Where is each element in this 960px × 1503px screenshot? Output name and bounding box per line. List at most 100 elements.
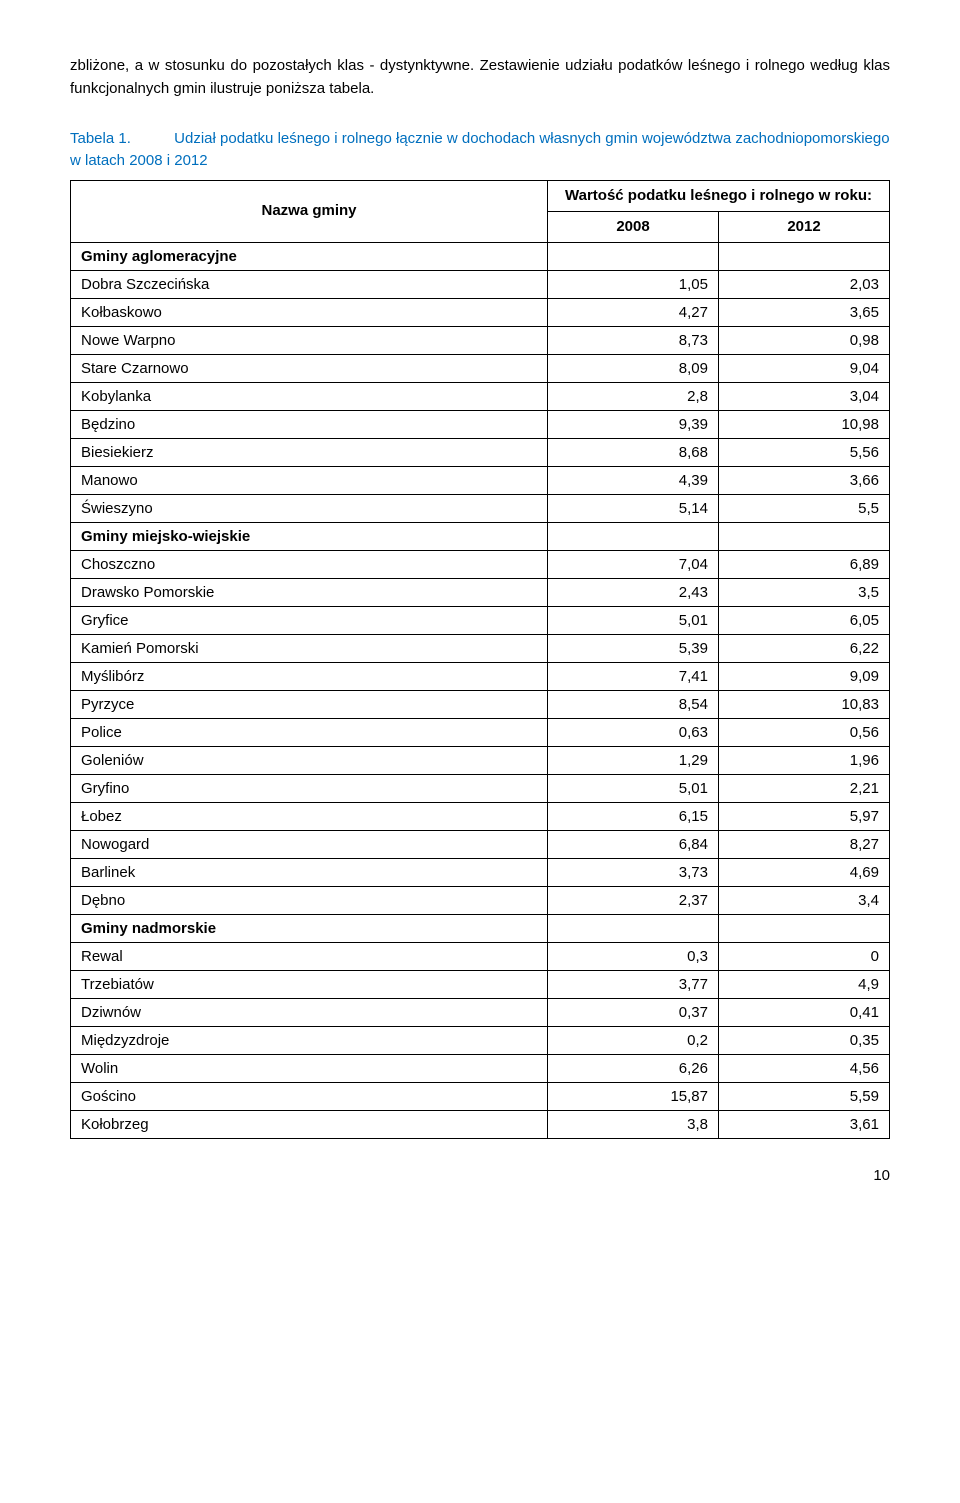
cell-name: Kołobrzeg [71, 1111, 548, 1139]
cell-2012: 3,65 [719, 299, 890, 327]
table-caption: Tabela 1. Udział podatku leśnego i rolne… [70, 128, 890, 172]
cell-name: Pyrzyce [71, 691, 548, 719]
table-row: Gminy nadmorskie [71, 915, 890, 943]
cell-2012 [719, 243, 890, 271]
cell-2008: 5,39 [548, 635, 719, 663]
cell-2012: 8,27 [719, 831, 890, 859]
cell-name: Wolin [71, 1055, 548, 1083]
cell-2012: 3,5 [719, 579, 890, 607]
cell-2012: 1,96 [719, 747, 890, 775]
cell-name: Dębno [71, 887, 548, 915]
caption-label: Tabela 1. [70, 128, 170, 150]
cell-2012 [719, 523, 890, 551]
cell-2008: 4,39 [548, 467, 719, 495]
cell-name: Police [71, 719, 548, 747]
col-header-name: Nazwa gminy [71, 180, 548, 243]
cell-name: Świeszyno [71, 495, 548, 523]
cell-2012: 2,21 [719, 775, 890, 803]
data-table: Nazwa gminy Wartość podatku leśnego i ro… [70, 180, 890, 1140]
table-row: Trzebiatów3,774,9 [71, 971, 890, 999]
cell-2012: 3,61 [719, 1111, 890, 1139]
cell-2012: 0,35 [719, 1027, 890, 1055]
cell-name: Kamień Pomorski [71, 635, 548, 663]
cell-name: Myślibórz [71, 663, 548, 691]
cell-2008: 0,2 [548, 1027, 719, 1055]
cell-2012: 0,41 [719, 999, 890, 1027]
cell-name: Stare Czarnowo [71, 355, 548, 383]
cell-2012: 3,04 [719, 383, 890, 411]
cell-2008: 5,01 [548, 775, 719, 803]
cell-2012: 0 [719, 943, 890, 971]
cell-2012: 5,5 [719, 495, 890, 523]
cell-2008 [548, 915, 719, 943]
table-row: Kołobrzeg3,83,61 [71, 1111, 890, 1139]
cell-name: Gryfino [71, 775, 548, 803]
cell-2012: 6,89 [719, 551, 890, 579]
cell-name: Choszczno [71, 551, 548, 579]
cell-name: Kobylanka [71, 383, 548, 411]
cell-2012: 0,56 [719, 719, 890, 747]
cell-name: Goleniów [71, 747, 548, 775]
table-row: Police0,630,56 [71, 719, 890, 747]
cell-2008 [548, 243, 719, 271]
cell-2008: 6,15 [548, 803, 719, 831]
cell-2008: 1,05 [548, 271, 719, 299]
cell-name: Dobra Szczecińska [71, 271, 548, 299]
cell-2008: 8,54 [548, 691, 719, 719]
cell-2012: 5,59 [719, 1083, 890, 1111]
cell-2008: 0,3 [548, 943, 719, 971]
cell-2008: 3,73 [548, 859, 719, 887]
cell-name: Nowe Warpno [71, 327, 548, 355]
table-row: Kołbaskowo4,273,65 [71, 299, 890, 327]
cell-2012 [719, 915, 890, 943]
cell-name: Drawsko Pomorskie [71, 579, 548, 607]
cell-name: Kołbaskowo [71, 299, 548, 327]
cell-2008 [548, 523, 719, 551]
col-header-2012: 2012 [719, 211, 890, 242]
table-row: Choszczno7,046,89 [71, 551, 890, 579]
cell-name: Biesiekierz [71, 439, 548, 467]
cell-2008: 3,8 [548, 1111, 719, 1139]
cell-2008: 1,29 [548, 747, 719, 775]
table-row: Łobez6,155,97 [71, 803, 890, 831]
table-row: Gminy miejsko-wiejskie [71, 523, 890, 551]
cell-2012: 6,22 [719, 635, 890, 663]
table-row: Świeszyno5,145,5 [71, 495, 890, 523]
table-row: Dziwnów0,370,41 [71, 999, 890, 1027]
col-header-2008: 2008 [548, 211, 719, 242]
cell-2012: 10,83 [719, 691, 890, 719]
cell-2008: 5,14 [548, 495, 719, 523]
cell-2012: 0,98 [719, 327, 890, 355]
cell-2012: 10,98 [719, 411, 890, 439]
table-row: Biesiekierz8,685,56 [71, 439, 890, 467]
cell-2008: 4,27 [548, 299, 719, 327]
table-row: Gryfice5,016,05 [71, 607, 890, 635]
table-row: Kobylanka2,83,04 [71, 383, 890, 411]
cell-name: Łobez [71, 803, 548, 831]
cell-name: Będzino [71, 411, 548, 439]
cell-2008: 2,8 [548, 383, 719, 411]
cell-2008: 8,73 [548, 327, 719, 355]
cell-2008: 7,04 [548, 551, 719, 579]
intro-paragraph: zbliżone, a w stosunku do pozostałych kl… [70, 55, 890, 100]
table-row: Dębno2,373,4 [71, 887, 890, 915]
cell-2008: 8,09 [548, 355, 719, 383]
cell-name: Gminy miejsko-wiejskie [71, 523, 548, 551]
cell-name: Barlinek [71, 859, 548, 887]
cell-2012: 3,4 [719, 887, 890, 915]
table-row: Myślibórz7,419,09 [71, 663, 890, 691]
cell-2012: 6,05 [719, 607, 890, 635]
cell-2008: 5,01 [548, 607, 719, 635]
table-row: Nowogard6,848,27 [71, 831, 890, 859]
cell-name: Gminy aglomeracyjne [71, 243, 548, 271]
table-row: Barlinek3,734,69 [71, 859, 890, 887]
table-row: Rewal0,30 [71, 943, 890, 971]
cell-2008: 6,26 [548, 1055, 719, 1083]
cell-2008: 3,77 [548, 971, 719, 999]
cell-2008: 0,37 [548, 999, 719, 1027]
table-row: Nowe Warpno8,730,98 [71, 327, 890, 355]
caption-text: Udział podatku leśnego i rolnego łącznie… [70, 130, 890, 169]
table-row: Gminy aglomeracyjne [71, 243, 890, 271]
cell-name: Międzyzdroje [71, 1027, 548, 1055]
cell-2012: 4,9 [719, 971, 890, 999]
